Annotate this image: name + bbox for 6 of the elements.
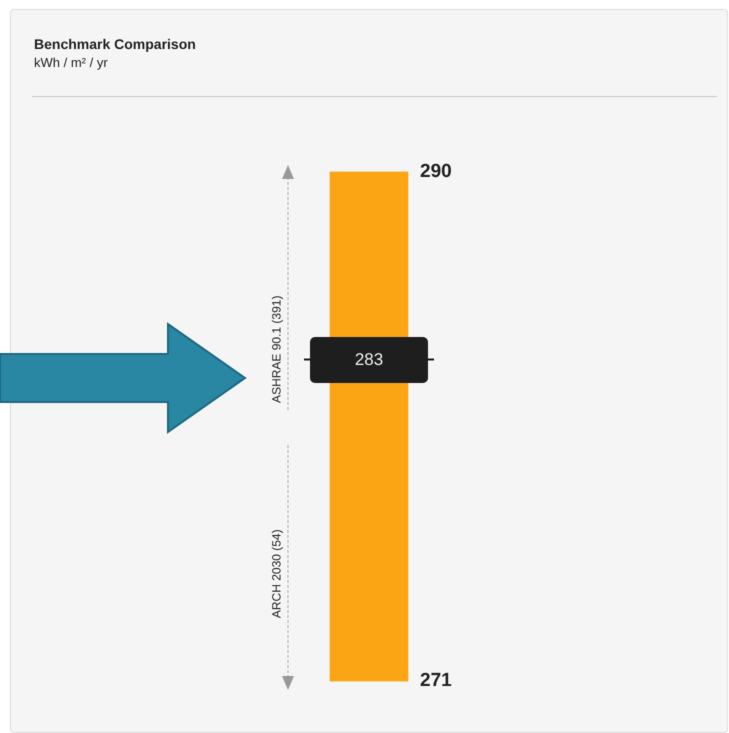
text: kWh / m² / yr bbox=[34, 55, 108, 70]
text: ARCH 2030 (54) bbox=[269, 529, 284, 618]
text: Benchmark Comparison bbox=[34, 36, 196, 52]
text: ASHRAE 90.1 (391) bbox=[269, 296, 284, 403]
y-tick-label: 290 bbox=[420, 161, 452, 182]
y-tick-label: 271 bbox=[420, 670, 452, 692]
